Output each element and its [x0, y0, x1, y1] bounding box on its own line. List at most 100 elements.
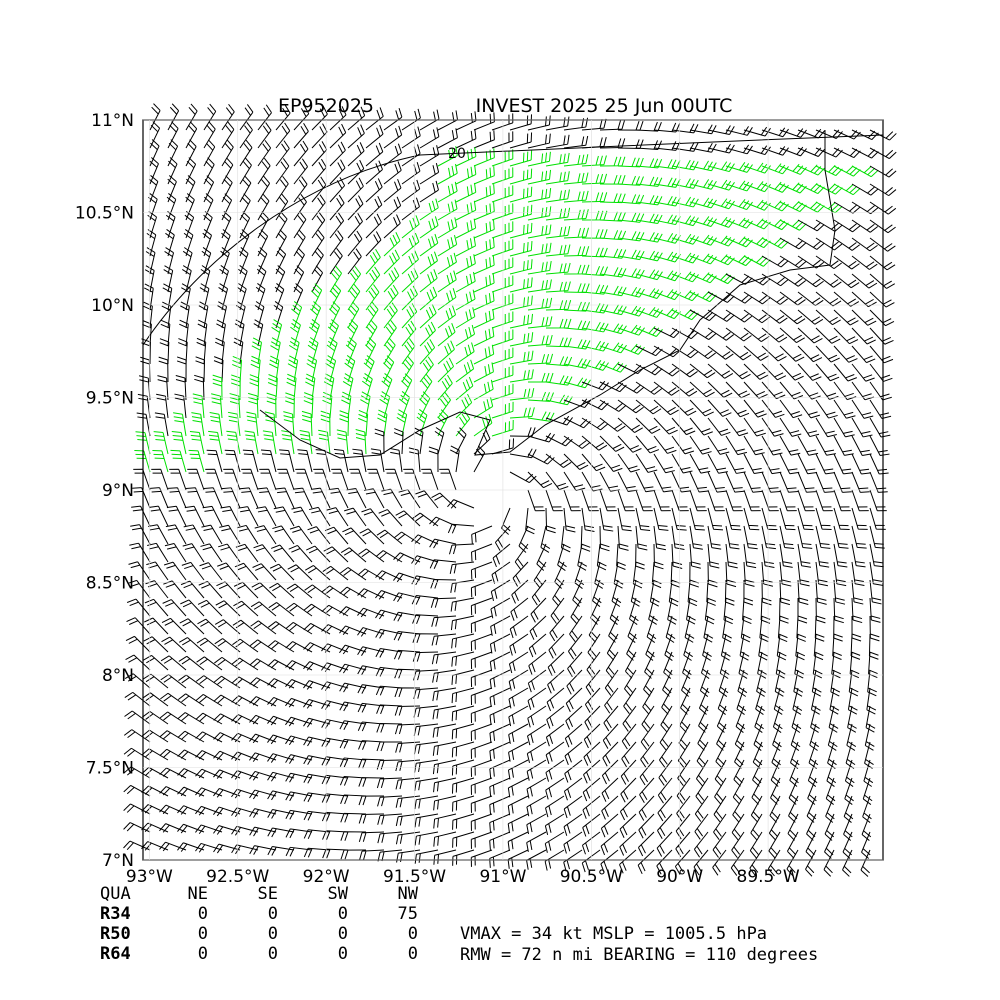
info-line: VMAX = 34 kt MSLP = 1005.5 hPa	[460, 924, 767, 944]
wind-barb	[797, 507, 814, 531]
wind-barb	[303, 680, 331, 690]
wind-barb	[168, 487, 187, 509]
wind-barb	[833, 399, 856, 419]
wind-barb	[159, 841, 187, 852]
wind-barb	[671, 435, 695, 455]
wind-barb	[732, 795, 745, 823]
wind-barb	[253, 319, 264, 347]
wind-barb	[255, 506, 277, 527]
wind-barb	[725, 254, 753, 267]
wind-barb	[419, 269, 438, 293]
wind-barb	[327, 319, 339, 347]
wind-barb	[349, 468, 367, 491]
wind-barb	[635, 435, 660, 454]
wind-barb	[322, 565, 349, 581]
wind-barb	[290, 319, 301, 347]
wind-barb	[797, 579, 809, 605]
wind-barb	[229, 393, 241, 419]
wind-barb	[344, 355, 356, 383]
wind-barb	[470, 669, 493, 687]
wind-barb	[470, 849, 493, 867]
wind-barb	[599, 193, 626, 204]
wind-barb	[189, 430, 205, 455]
wind-barb	[179, 319, 189, 347]
wind-barb	[761, 146, 789, 156]
wind-barb	[347, 177, 364, 203]
wind-barb	[419, 216, 439, 239]
wind-barb	[191, 412, 205, 437]
wind-barb	[267, 771, 295, 782]
wind-barb	[600, 849, 619, 873]
wind-barb	[251, 337, 263, 365]
wind-barb	[491, 329, 514, 347]
wind-barb	[363, 355, 375, 383]
wind-barb	[331, 468, 349, 491]
wind-barb	[451, 651, 475, 667]
table-cell: 75	[398, 904, 418, 924]
wind-barb	[385, 468, 403, 491]
wind-barb	[761, 163, 789, 175]
wind-barb	[490, 579, 511, 601]
y-tick-label: 8°N	[102, 666, 134, 686]
wind-barb	[437, 305, 457, 329]
wind-barb	[599, 174, 626, 185]
wind-barb	[794, 651, 805, 679]
wind-barb	[815, 471, 834, 493]
wind-barb	[433, 777, 457, 793]
wind-barb	[757, 651, 767, 679]
wind-barb	[213, 843, 241, 854]
wind-barb	[162, 283, 173, 311]
wind-barb	[563, 777, 583, 801]
wind-barb	[285, 791, 313, 802]
wind-barb	[123, 729, 151, 743]
wind-barb	[395, 759, 421, 772]
wind-barb	[143, 301, 153, 329]
wind-barb	[509, 132, 533, 149]
wind-barb	[365, 319, 378, 347]
wind-barb	[641, 705, 655, 733]
wind-barb	[681, 669, 691, 697]
wind-barb	[165, 229, 175, 257]
wind-barb	[833, 219, 861, 233]
wind-barb	[376, 741, 403, 752]
wind-barb	[599, 342, 627, 354]
wind-barb	[653, 435, 677, 454]
wind-barb	[689, 417, 713, 436]
wind-barb	[638, 813, 655, 839]
wind-barb	[274, 283, 285, 311]
wind-barb	[197, 618, 223, 635]
wind-barb	[761, 309, 788, 324]
wind-barb	[815, 525, 831, 549]
wind-barb	[185, 487, 205, 509]
y-tick-label: 10.5°N	[75, 204, 134, 224]
wind-barb	[143, 636, 169, 653]
wind-barb	[833, 327, 859, 345]
wind-barb	[714, 759, 727, 787]
wind-barb	[527, 242, 552, 257]
wind-barb	[815, 507, 832, 531]
wind-barb	[470, 633, 493, 652]
wind-barb	[347, 124, 365, 149]
wind-barb	[291, 506, 313, 527]
table-header: NW	[398, 884, 419, 904]
title-left: EP952025	[278, 95, 374, 117]
wind-barb	[452, 831, 475, 848]
wind-barb	[239, 157, 252, 185]
wind-barb	[267, 827, 295, 838]
wind-barb	[470, 597, 493, 616]
wind-barb	[550, 597, 565, 624]
wind-barb	[713, 813, 727, 840]
wind-barb	[514, 543, 529, 570]
wind-barb	[743, 507, 760, 531]
wind-barb	[272, 525, 295, 545]
wind-barb	[471, 525, 493, 544]
wind-barb	[419, 373, 433, 401]
wind-barb	[567, 633, 583, 660]
wind-barb	[851, 165, 879, 178]
wind-barb	[124, 673, 151, 689]
wind-barb	[682, 651, 692, 679]
wind-barb	[383, 249, 400, 275]
wind-barb	[637, 831, 655, 857]
wind-barb	[295, 468, 313, 491]
wind-barb	[473, 255, 495, 275]
